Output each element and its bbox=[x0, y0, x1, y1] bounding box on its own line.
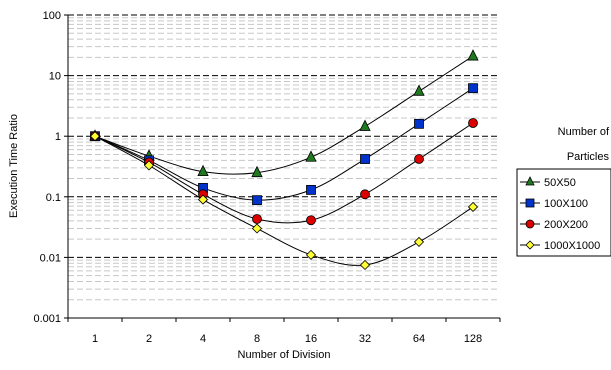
data-point bbox=[468, 118, 478, 128]
legend-item: 50X50 bbox=[520, 176, 576, 189]
data-point bbox=[251, 165, 263, 178]
data-point bbox=[525, 176, 535, 186]
legend-items: 50X50 100X100 200X200 1000X1000 bbox=[520, 176, 600, 252]
legend: Number of Particles 50X50 100X100 200X200 1… bbox=[516, 126, 611, 257]
x-tick-label: 1 bbox=[92, 333, 98, 345]
data-point bbox=[413, 236, 425, 247]
y-axis-title: Execution Time Ratio bbox=[8, 114, 20, 218]
y-tick-labels: 0.001 0.01 0.1 1 10 100 bbox=[33, 10, 68, 325]
y-tick-label: 0.01 bbox=[40, 252, 61, 264]
data-point bbox=[525, 198, 535, 208]
series-group bbox=[89, 49, 479, 271]
data-point bbox=[89, 131, 101, 142]
grid-lines bbox=[68, 14, 500, 301]
x-tick-label: 64 bbox=[413, 333, 425, 345]
y-tick-label: 100 bbox=[43, 10, 61, 22]
data-point bbox=[252, 214, 262, 224]
data-point bbox=[305, 249, 317, 260]
y-tick-label: 0.1 bbox=[46, 192, 61, 204]
data-point bbox=[306, 215, 316, 226]
data-point bbox=[414, 118, 424, 129]
data-point bbox=[360, 154, 370, 164]
legend-label: 1000X1000 bbox=[544, 240, 600, 252]
data-point bbox=[143, 160, 155, 171]
series-200X200 bbox=[90, 118, 478, 226]
x-tick-label: 32 bbox=[359, 333, 371, 345]
data-point bbox=[197, 164, 209, 177]
y-tick-label: 1 bbox=[55, 131, 61, 143]
series-line bbox=[94, 87, 474, 201]
y-tick-label: 10 bbox=[49, 71, 61, 83]
data-point bbox=[467, 201, 479, 213]
data-point bbox=[305, 150, 317, 162]
data-point bbox=[252, 195, 262, 206]
legend-label: 100X100 bbox=[544, 198, 588, 210]
data-point bbox=[414, 154, 424, 164]
data-point bbox=[413, 84, 425, 96]
data-point bbox=[359, 259, 371, 271]
data-point bbox=[467, 49, 479, 61]
data-point bbox=[525, 240, 535, 250]
x-tick-label: 2 bbox=[146, 333, 152, 345]
data-point bbox=[468, 83, 478, 94]
data-point bbox=[360, 189, 370, 200]
x-axis-title: Number of Division bbox=[238, 349, 331, 361]
x-tick-label: 8 bbox=[254, 333, 260, 345]
series-line bbox=[94, 122, 474, 224]
x-tick-labels: 1 2 4 8 16 32 64 128 bbox=[67, 318, 501, 345]
legend-title-line-1: Number of bbox=[558, 126, 610, 138]
y-tick-label: 0.001 bbox=[33, 313, 61, 325]
data-point bbox=[197, 194, 209, 205]
legend-title-line-2: Particles bbox=[567, 151, 610, 163]
legend-item: 200X200 bbox=[520, 219, 588, 231]
legend-label: 50X50 bbox=[544, 177, 576, 189]
data-point bbox=[359, 119, 371, 131]
legend-item: 1000X1000 bbox=[520, 240, 600, 252]
series-1000X1000 bbox=[89, 131, 479, 271]
series-100X100 bbox=[90, 83, 478, 206]
data-point bbox=[251, 223, 263, 234]
legend-label: 200X200 bbox=[544, 219, 588, 231]
x-tick-label: 4 bbox=[200, 333, 206, 345]
x-tick-label: 16 bbox=[305, 333, 317, 345]
legend-item: 100X100 bbox=[520, 198, 588, 210]
data-point bbox=[525, 219, 535, 229]
x-tick-label: 128 bbox=[464, 333, 482, 345]
data-point bbox=[306, 184, 316, 195]
